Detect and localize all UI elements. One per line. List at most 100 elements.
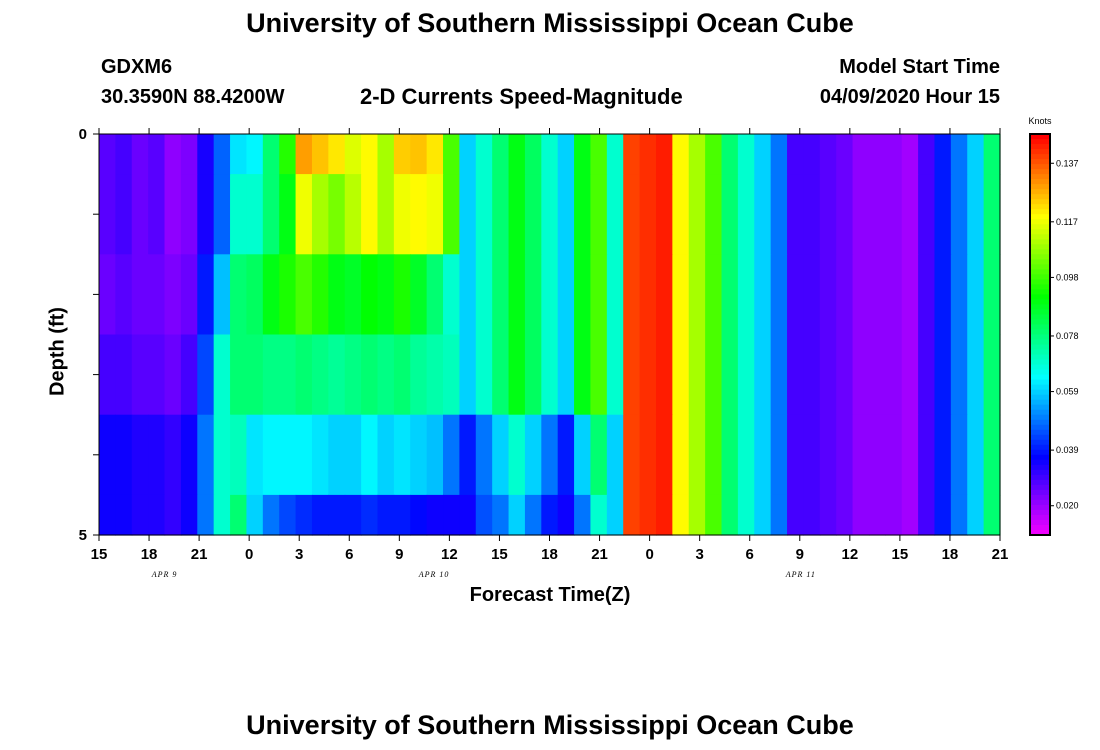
heatmap-cell [803,174,821,255]
heatmap-cell [230,174,248,255]
x-tick-label: 21 [191,546,208,563]
heatmap-cell [672,494,690,536]
heatmap-cell [655,414,673,496]
colorbar-segment [1030,214,1050,221]
heatmap-cell [426,414,444,496]
heatmap-cell [967,494,985,536]
colorbar-segment [1030,264,1050,271]
heatmap-cell [754,254,772,336]
heatmap-cell [524,174,542,255]
colorbar-segment [1030,504,1050,511]
heatmap-cell [868,334,886,416]
heatmap-cell [393,494,411,536]
heatmap-cell [819,414,837,496]
x-tick-label: 12 [441,546,458,563]
heatmap-cell [721,254,739,336]
colorbar-frame [1029,133,1051,536]
heatmap-cell [443,414,460,496]
heatmap-cell [705,494,723,536]
heatmap-cell [868,134,886,175]
heatmap-cell [328,134,346,175]
heatmap-cell [311,494,329,536]
colorbar-segment [1030,519,1050,526]
heatmap-cell [328,174,346,255]
heatmap-cell [705,254,723,336]
heatmap-cell [99,334,116,416]
model-start-label: Model Start Time [839,56,1000,78]
heatmap-cell [213,134,231,175]
heatmap-cell [328,494,346,536]
colorbar-segment [1030,414,1050,421]
heatmap-cell [492,414,510,496]
heatmap-cell [557,254,575,336]
heatmap-cell [131,494,149,536]
heatmap-cell [639,334,657,416]
colorbar-segment [1030,229,1050,236]
heatmap-cell [197,174,215,255]
colorbar-segment [1030,194,1050,200]
heatmap-cells [99,134,1001,536]
x-tick-label: 12 [841,546,858,563]
heatmap-cell [574,494,592,536]
heatmap-cell [213,174,231,255]
heatmap-cell [311,414,329,496]
heatmap-cell [901,254,919,336]
heatmap-cell [131,414,149,496]
colorbar-segment [1030,259,1050,266]
heatmap-cell [131,334,149,416]
heatmap-cell [852,254,870,336]
heatmap-cell [787,494,805,536]
colorbar-segment [1030,284,1050,291]
colorbar-segment [1030,274,1050,281]
heatmap-cell [180,334,198,416]
heatmap-cell [623,254,641,336]
heatmap-cell [836,254,854,336]
heatmap-cell [426,334,444,416]
heatmap-cell [99,254,116,336]
colorbar-segment [1030,514,1050,521]
colorbar-segment [1030,314,1050,321]
heatmap-cell [852,174,870,255]
date-label: APR 10 [418,570,450,579]
heatmap-cell [688,334,706,416]
heatmap-cell [737,134,755,175]
colorbar-segment [1030,349,1050,356]
heatmap-cell [148,334,166,416]
heatmap-cell [639,254,657,336]
colorbar-segment [1030,344,1050,351]
x-tick-label: 6 [746,546,754,563]
colorbar-segment [1030,394,1050,401]
colorbar-segment [1030,289,1050,296]
y-tick-label: 5 [79,527,87,544]
colorbar-segment [1030,384,1050,391]
heatmap-cell [967,134,985,175]
x-tick-label: 15 [491,546,508,563]
heatmap-cell [164,254,182,336]
colorbar-tick-label: 0.059 [1056,387,1079,397]
heatmap-cell [803,334,821,416]
colorbar-segment [1030,324,1050,331]
heatmap-cell [803,494,821,536]
heatmap-cell [99,494,116,536]
heatmap-cell [934,174,952,255]
colorbar-tick-label: 0.117 [1056,217,1078,227]
heatmap-cell [590,334,608,416]
heatmap-cell [508,254,526,336]
heatmap-cell [197,414,215,496]
heatmap-cell [574,414,592,496]
colorbar-segment [1030,399,1050,406]
heatmap-cell [410,494,428,536]
heatmap-cell [770,494,788,536]
heatmap-cell [950,174,968,255]
heatmap-cell [705,414,723,496]
footer-title: University of Southern Mississippi Ocean… [246,710,854,740]
heatmap-cell [819,134,837,175]
heatmap-cell [737,334,755,416]
heatmap-cell [918,134,936,175]
heatmap-cell [557,134,575,175]
x-tick-label: 15 [892,546,909,563]
colorbar-segment [1030,159,1050,165]
x-tick-label: 21 [591,546,608,563]
heatmap-cell [131,134,149,175]
